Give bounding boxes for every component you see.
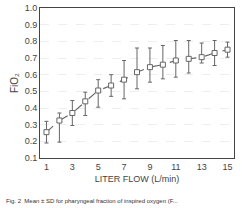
- svg-text:Fig. 2 Mean ± SD for pharynge: Fig. 2 Mean ± SD for pharyngeal fraction…: [6, 198, 178, 204]
- svg-text:0.7: 0.7: [25, 53, 38, 63]
- svg-text:0.8: 0.8: [25, 36, 38, 46]
- svg-text:LITER FLOW (L/min): LITER FLOW (L/min): [95, 174, 180, 184]
- svg-text:11: 11: [171, 162, 180, 172]
- svg-text:0.9: 0.9: [25, 20, 38, 30]
- svg-text:0.2: 0.2: [25, 136, 38, 146]
- svg-text:3: 3: [70, 162, 75, 172]
- svg-text:15: 15: [223, 162, 233, 172]
- svg-text:9: 9: [147, 162, 152, 172]
- svg-text:7: 7: [122, 162, 127, 172]
- svg-text:1.0: 1.0: [25, 3, 38, 13]
- svg-text:1: 1: [44, 162, 49, 172]
- svg-text:FiO₂: FiO₂: [9, 73, 20, 93]
- svg-text:13: 13: [197, 162, 207, 172]
- svg-text:0.1: 0.1: [25, 153, 38, 163]
- svg-text:5: 5: [96, 162, 101, 172]
- svg-text:0.5: 0.5: [25, 86, 38, 96]
- svg-text:0.3: 0.3: [25, 120, 38, 130]
- svg-text:0.4: 0.4: [25, 103, 38, 113]
- svg-text:0.6: 0.6: [25, 70, 38, 80]
